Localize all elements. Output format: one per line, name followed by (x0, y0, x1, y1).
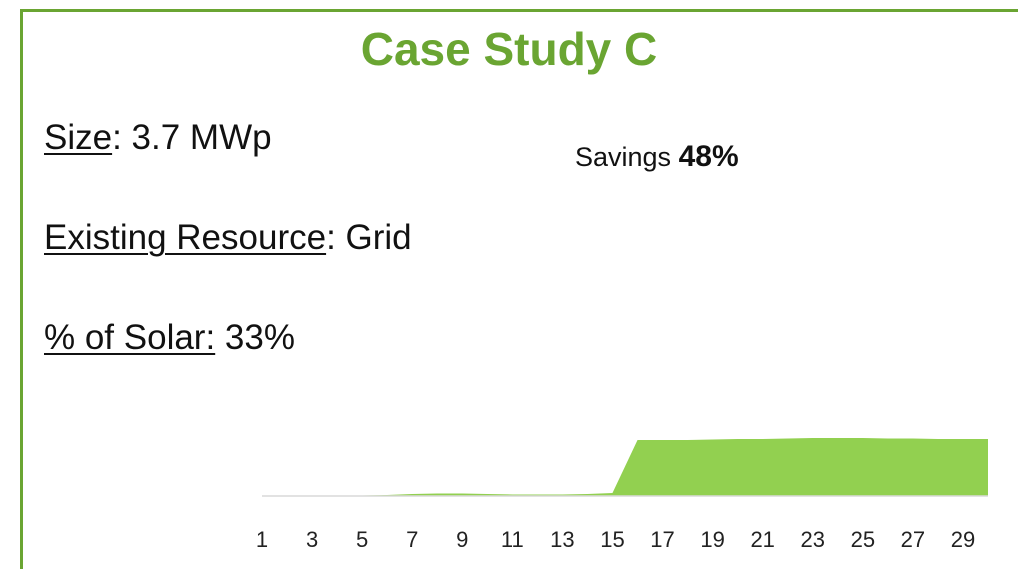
fact-label: Size (44, 118, 113, 157)
fact-label: % of Solar: (44, 318, 216, 357)
fact: Existing Resource: Grid (44, 218, 412, 258)
fact-label: Existing Resource (44, 218, 327, 257)
x-tick-label: 3 (306, 527, 318, 552)
x-tick-label: 23 (801, 527, 825, 552)
savings-label: Savings (575, 142, 672, 172)
x-tick-label: 7 (406, 527, 418, 552)
x-tick-label: 11 (501, 527, 524, 552)
fact: Size: 3.7 MWp (44, 118, 272, 158)
x-tick-label: 5 (356, 527, 368, 552)
x-tick-label: 19 (700, 527, 724, 552)
x-tick-label: 15 (600, 527, 624, 552)
x-tick-label: 27 (901, 527, 925, 552)
area (262, 438, 988, 496)
x-tick-label: 13 (550, 527, 574, 552)
x-tick-label: 25 (851, 527, 875, 552)
x-tick-label: 9 (456, 527, 468, 552)
savings-value: 48% (678, 140, 739, 173)
frame (20, 9, 1018, 569)
fact-value: 33% (215, 318, 295, 357)
title: Case Study C (360, 23, 658, 75)
x-tick-label: 1 (256, 527, 268, 552)
x-tick-label: 29 (951, 527, 975, 552)
fact: % of Solar: 33% (44, 318, 295, 358)
fact-value: : Grid (326, 218, 412, 257)
savings: Savings 48% (575, 140, 739, 174)
x-tick-label: 17 (650, 527, 674, 552)
x-tick-label: 21 (750, 527, 774, 552)
fact-value: : 3.7 MWp (112, 118, 272, 157)
